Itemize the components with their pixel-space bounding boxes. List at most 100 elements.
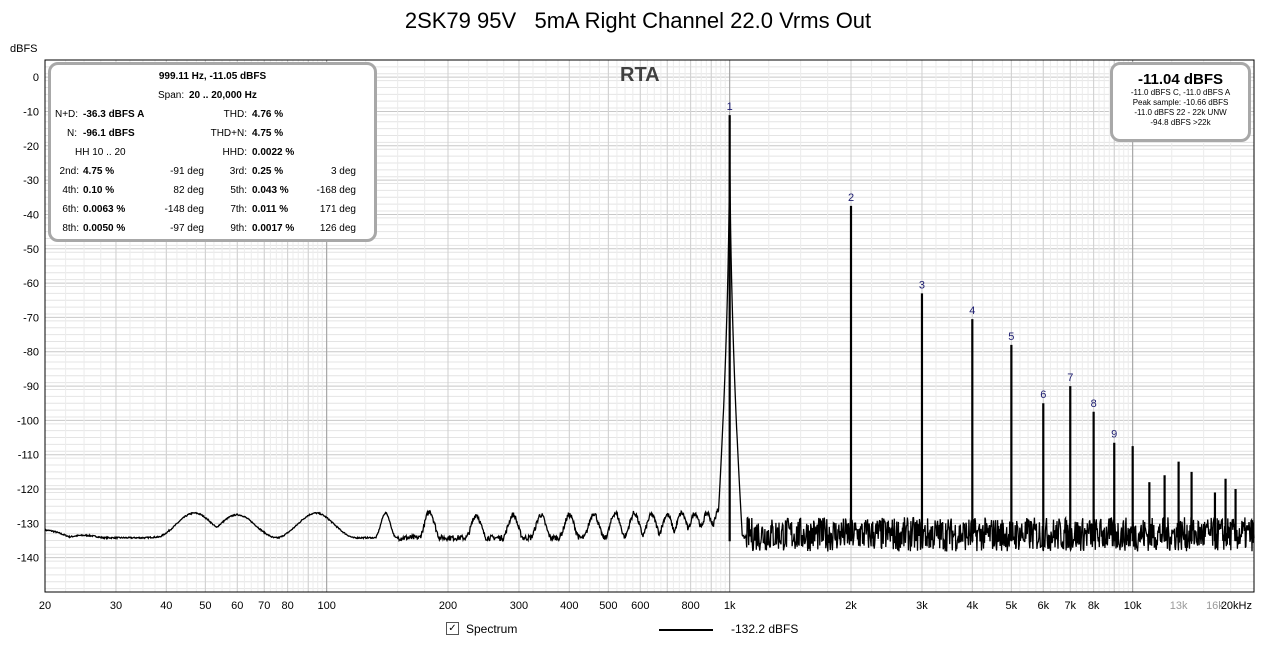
level-line: -11.0 dBFS C, -11.0 dBFS A bbox=[1130, 88, 1231, 97]
harmonic-value: 0.0050 % bbox=[83, 223, 126, 234]
x-tick-label: 80 bbox=[282, 600, 294, 612]
harmonic-peak-label: 2 bbox=[848, 192, 854, 204]
hh-label: HH 10 .. 20 bbox=[75, 147, 126, 158]
level-line: -94.8 dBFS >22k bbox=[1150, 118, 1211, 127]
harmonic-value: 4.75 % bbox=[83, 166, 115, 177]
span-value: 20 .. 20,000 Hz bbox=[189, 90, 257, 101]
x-tick-label: 600 bbox=[631, 600, 649, 612]
legend-series-label[interactable]: Spectrum bbox=[466, 622, 518, 636]
thd-value: 4.76 % bbox=[252, 109, 284, 120]
y-tick-label: -50 bbox=[23, 244, 39, 256]
harmonic-value: 0.0017 % bbox=[252, 223, 295, 234]
y-tick-label: -80 bbox=[23, 347, 39, 359]
x-tick-label: 16k bbox=[1206, 600, 1224, 612]
x-tick-label: 20kHz bbox=[1221, 600, 1252, 612]
x-tick-label: 20 bbox=[39, 600, 51, 612]
y-axis-label: dBFS bbox=[10, 43, 38, 55]
thdn-label: THD+N: bbox=[210, 128, 247, 139]
y-tick-label: 0 bbox=[33, 72, 39, 84]
x-tick-label: 200 bbox=[439, 600, 457, 612]
harmonic-phase: 171 deg bbox=[319, 204, 356, 215]
spectrum-checkbox[interactable]: ✓ bbox=[446, 622, 459, 635]
harmonic-label: 8th: bbox=[62, 223, 79, 234]
harmonic-phase: 126 deg bbox=[319, 223, 356, 234]
harmonic-label: 4th: bbox=[62, 185, 79, 196]
harmonic-peak-label: 7 bbox=[1067, 372, 1073, 384]
x-tick-label: 1k bbox=[724, 600, 736, 612]
x-tick-label: 800 bbox=[681, 600, 699, 612]
harmonic-phase: -91 deg bbox=[170, 166, 204, 177]
plot-frame bbox=[44, 59, 1255, 593]
chart-title: 2SK79 95V 5mA Right Channel 22.0 Vrms Ou… bbox=[404, 8, 872, 33]
y-tick-label: -70 bbox=[23, 312, 39, 324]
y-tick-label: -10 bbox=[23, 106, 39, 118]
n-value: -96.1 dBFS bbox=[83, 128, 135, 139]
harmonic-value: 0.0063 % bbox=[83, 204, 126, 215]
y-tick-label: -90 bbox=[23, 381, 39, 393]
level-value: -11.04 dBFS bbox=[1137, 71, 1224, 88]
x-tick-label: 13k bbox=[1170, 600, 1188, 612]
x-tick-label: 3k bbox=[916, 600, 928, 612]
x-tick-label: 300 bbox=[510, 600, 528, 612]
nd-value: -36.3 dBFS A bbox=[83, 109, 145, 120]
x-tick-label: 8k bbox=[1088, 600, 1100, 612]
x-tick-label: 40 bbox=[160, 600, 172, 612]
harmonic-peak-label: 9 bbox=[1111, 429, 1117, 441]
harmonic-phase: -168 deg bbox=[316, 185, 356, 196]
y-tick-label: -20 bbox=[23, 141, 39, 153]
y-tick-label: -120 bbox=[17, 484, 39, 496]
harmonic-phase: -97 deg bbox=[170, 223, 204, 234]
axis-ticks: 0 -10 -20 -30 -40 -50 -60 -70 -80 -90 -100 -110 -120… bbox=[17, 72, 1252, 612]
harmonic-label: 9th: bbox=[230, 223, 247, 234]
harmonic-peak-label: 6 bbox=[1040, 389, 1046, 401]
harmonic-value: 0.011 % bbox=[252, 204, 289, 215]
x-tick-label: 4k bbox=[967, 600, 979, 612]
level-line: -11.0 dBFS 22 - 22k UNW bbox=[1134, 108, 1227, 117]
y-tick-label: -130 bbox=[17, 518, 39, 530]
level-meter: -11.04 dBFS -11.0 dBFS C, -11.0 dBFS A P… bbox=[1110, 62, 1251, 142]
legend-value: -132.2 dBFS bbox=[731, 622, 799, 636]
x-tick-label: 7k bbox=[1064, 600, 1076, 612]
fundamental-readout: 999.11 Hz, -11.05 dBFS bbox=[158, 71, 267, 82]
x-tick-label: 400 bbox=[560, 600, 578, 612]
rta-label: RTA bbox=[620, 64, 660, 86]
x-tick-label: 5k bbox=[1006, 600, 1018, 612]
y-tick-label: -60 bbox=[23, 278, 39, 290]
y-tick-label: -100 bbox=[17, 415, 39, 427]
x-tick-label: 30 bbox=[110, 600, 122, 612]
x-tick-label: 100 bbox=[318, 600, 336, 612]
harmonic-peak-label: 4 bbox=[969, 305, 975, 317]
hhd-value: 0.0022 % bbox=[252, 147, 295, 158]
thd-label: THD: bbox=[223, 109, 247, 120]
harmonic-value: 0.10 % bbox=[83, 185, 115, 196]
measurement-panel: 999.11 Hz, -11.05 dBFS Span: 20 .. 20,00… bbox=[48, 62, 377, 242]
legend-line-swatch bbox=[659, 629, 713, 631]
harmonic-label: 3rd: bbox=[229, 166, 247, 177]
harmonic-peak-label: 5 bbox=[1008, 331, 1014, 343]
span-label: Span: bbox=[158, 90, 185, 101]
harmonic-phase: 82 deg bbox=[173, 185, 204, 196]
spectrum-trace bbox=[44, 150, 1255, 553]
harmonic-value: 0.25 % bbox=[252, 166, 284, 177]
harmonic-value: 0.043 % bbox=[252, 185, 289, 196]
x-tick-label: 500 bbox=[599, 600, 617, 612]
harmonic-phase: 3 deg bbox=[330, 166, 356, 177]
harmonic-peak-label: 8 bbox=[1091, 398, 1097, 410]
y-tick-label: -40 bbox=[23, 209, 39, 221]
x-tick-label: 2k bbox=[845, 600, 857, 612]
x-tick-label: 10k bbox=[1124, 600, 1142, 612]
y-tick-label: -110 bbox=[18, 450, 39, 462]
hhd-label: HHD: bbox=[222, 147, 247, 158]
level-line: Peak sample: -10.66 dBFS bbox=[1132, 98, 1229, 107]
y-tick-label: -140 bbox=[17, 553, 39, 565]
harmonic-peak-label: 3 bbox=[919, 279, 925, 291]
harmonic-label: 6th: bbox=[62, 204, 79, 215]
harmonic-label: 2nd: bbox=[59, 166, 79, 177]
x-tick-label: 60 bbox=[231, 600, 243, 612]
harmonic-peaks: 1 2 3 4 5 6 7 8 9 bbox=[727, 101, 1237, 542]
harmonic-phase: -148 deg bbox=[164, 204, 204, 215]
x-tick-label: 70 bbox=[258, 600, 270, 612]
x-tick-label: 50 bbox=[199, 600, 211, 612]
harmonic-label: 5th: bbox=[230, 185, 247, 196]
y-tick-label: -30 bbox=[23, 175, 39, 187]
